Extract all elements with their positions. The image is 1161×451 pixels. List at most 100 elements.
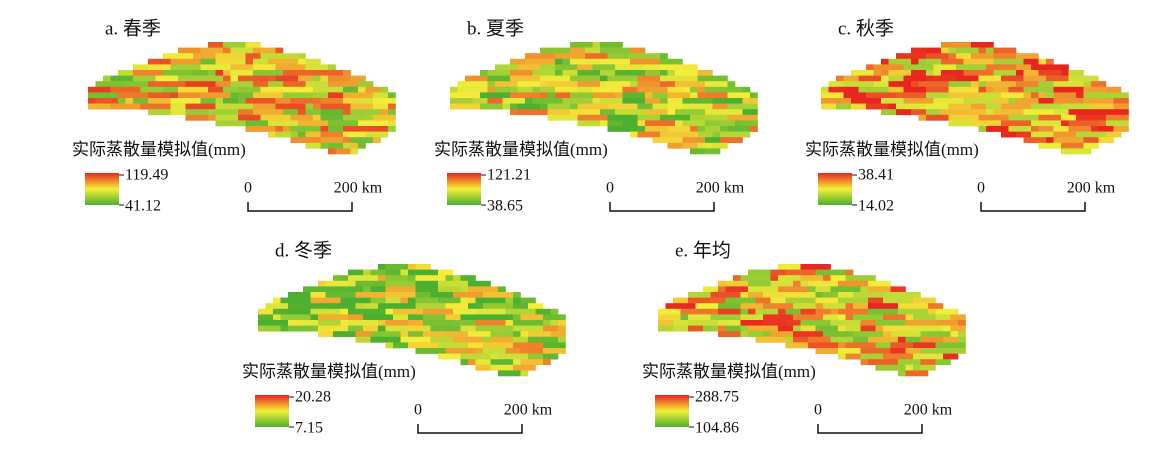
raster-cell — [853, 348, 861, 354]
raster-cell — [742, 114, 751, 121]
raster-cell — [273, 314, 281, 321]
raster-cell — [295, 297, 304, 304]
raster-cell — [438, 286, 446, 293]
raster-cell — [430, 342, 439, 349]
raster-cell — [890, 297, 899, 304]
raster-cell — [1053, 75, 1062, 82]
raster-cell — [400, 303, 409, 310]
raster-cell — [185, 109, 194, 116]
raster-cell — [320, 81, 329, 88]
raster-cell — [652, 98, 661, 104]
raster-cell — [215, 81, 224, 88]
raster-cell — [800, 269, 809, 276]
legend-max: 288.75 — [695, 389, 739, 406]
raster-cell — [562, 53, 571, 60]
raster-cell — [660, 81, 668, 88]
raster-cell — [630, 103, 638, 110]
raster-cell — [528, 359, 536, 366]
raster-cell — [705, 137, 713, 144]
raster-cell — [170, 58, 179, 65]
raster-cell — [956, 58, 964, 65]
raster-cell — [305, 70, 314, 76]
raster-cell — [858, 70, 867, 76]
raster-cell — [941, 81, 949, 88]
raster-cell — [480, 70, 488, 76]
raster-cell — [750, 98, 758, 104]
raster-cell — [993, 120, 1002, 127]
raster-cell — [335, 114, 344, 121]
raster-cell — [778, 297, 786, 304]
raster-cell — [480, 98, 488, 104]
raster-cell — [230, 81, 239, 88]
raster-cell — [735, 131, 743, 138]
raster-cell — [705, 142, 713, 149]
legend-ramp — [255, 395, 289, 427]
raster-cell — [823, 325, 831, 332]
raster-cell — [1008, 103, 1017, 110]
raster-cell — [800, 297, 809, 304]
raster-cell — [558, 342, 566, 349]
raster-cell — [727, 114, 736, 121]
raster-cell — [475, 364, 484, 371]
raster-cell — [615, 120, 623, 127]
raster-cell — [558, 336, 566, 343]
raster-cell — [208, 47, 216, 54]
raster-cell — [305, 114, 314, 121]
raster-cell — [1031, 109, 1039, 116]
raster-cell — [690, 75, 698, 82]
raster-cell — [748, 325, 756, 332]
raster-cell — [423, 308, 431, 315]
raster-cell — [310, 320, 319, 326]
raster-cell — [445, 325, 454, 332]
raster-cell — [667, 120, 676, 127]
raster-cell — [532, 98, 541, 104]
raster-cell — [690, 64, 698, 71]
raster-cell — [935, 342, 944, 349]
raster-cell — [905, 359, 914, 366]
raster-cell — [555, 92, 563, 99]
raster-cell — [682, 103, 691, 110]
raster-cell — [445, 353, 454, 360]
raster-cell — [1008, 81, 1017, 88]
raster-cell — [1083, 114, 1092, 121]
raster-cell — [110, 98, 119, 104]
raster-cell — [298, 86, 306, 93]
raster-cell — [1098, 126, 1107, 132]
raster-cell — [370, 320, 379, 326]
raster-cell — [325, 331, 334, 338]
raster-cell — [350, 81, 359, 88]
raster-cell — [468, 308, 476, 315]
raster-cell — [275, 120, 284, 127]
raster-cell — [408, 303, 416, 310]
raster-cell — [350, 126, 359, 132]
raster-cell — [748, 331, 756, 338]
raster-cell — [555, 58, 563, 65]
raster-cell — [475, 314, 484, 321]
raster-cell — [208, 114, 216, 121]
raster-cell — [373, 126, 381, 132]
raster-cell — [208, 70, 216, 76]
raster-cell — [185, 64, 194, 71]
raster-cell — [926, 92, 934, 99]
raster-cell — [928, 353, 936, 360]
raster-cell — [95, 92, 104, 99]
raster-cell — [313, 92, 321, 99]
raster-cell — [680, 303, 689, 310]
legend-min: 41.12 — [125, 198, 161, 215]
raster-cell — [430, 314, 439, 321]
raster-cell — [562, 81, 571, 88]
raster-cell — [350, 109, 359, 116]
raster-cell — [727, 126, 736, 132]
raster-cell — [430, 325, 439, 332]
raster-cell — [547, 81, 556, 88]
raster-cell — [943, 331, 951, 338]
raster-cell — [622, 53, 631, 60]
raster-cell — [843, 75, 852, 82]
raster-cell — [532, 70, 541, 76]
raster-cell — [1046, 131, 1054, 138]
raster-cell — [298, 64, 306, 71]
legend-min: 38.65 — [487, 198, 523, 215]
raster-cell — [815, 348, 824, 354]
raster-cell — [445, 348, 454, 354]
raster-cell — [468, 325, 476, 332]
